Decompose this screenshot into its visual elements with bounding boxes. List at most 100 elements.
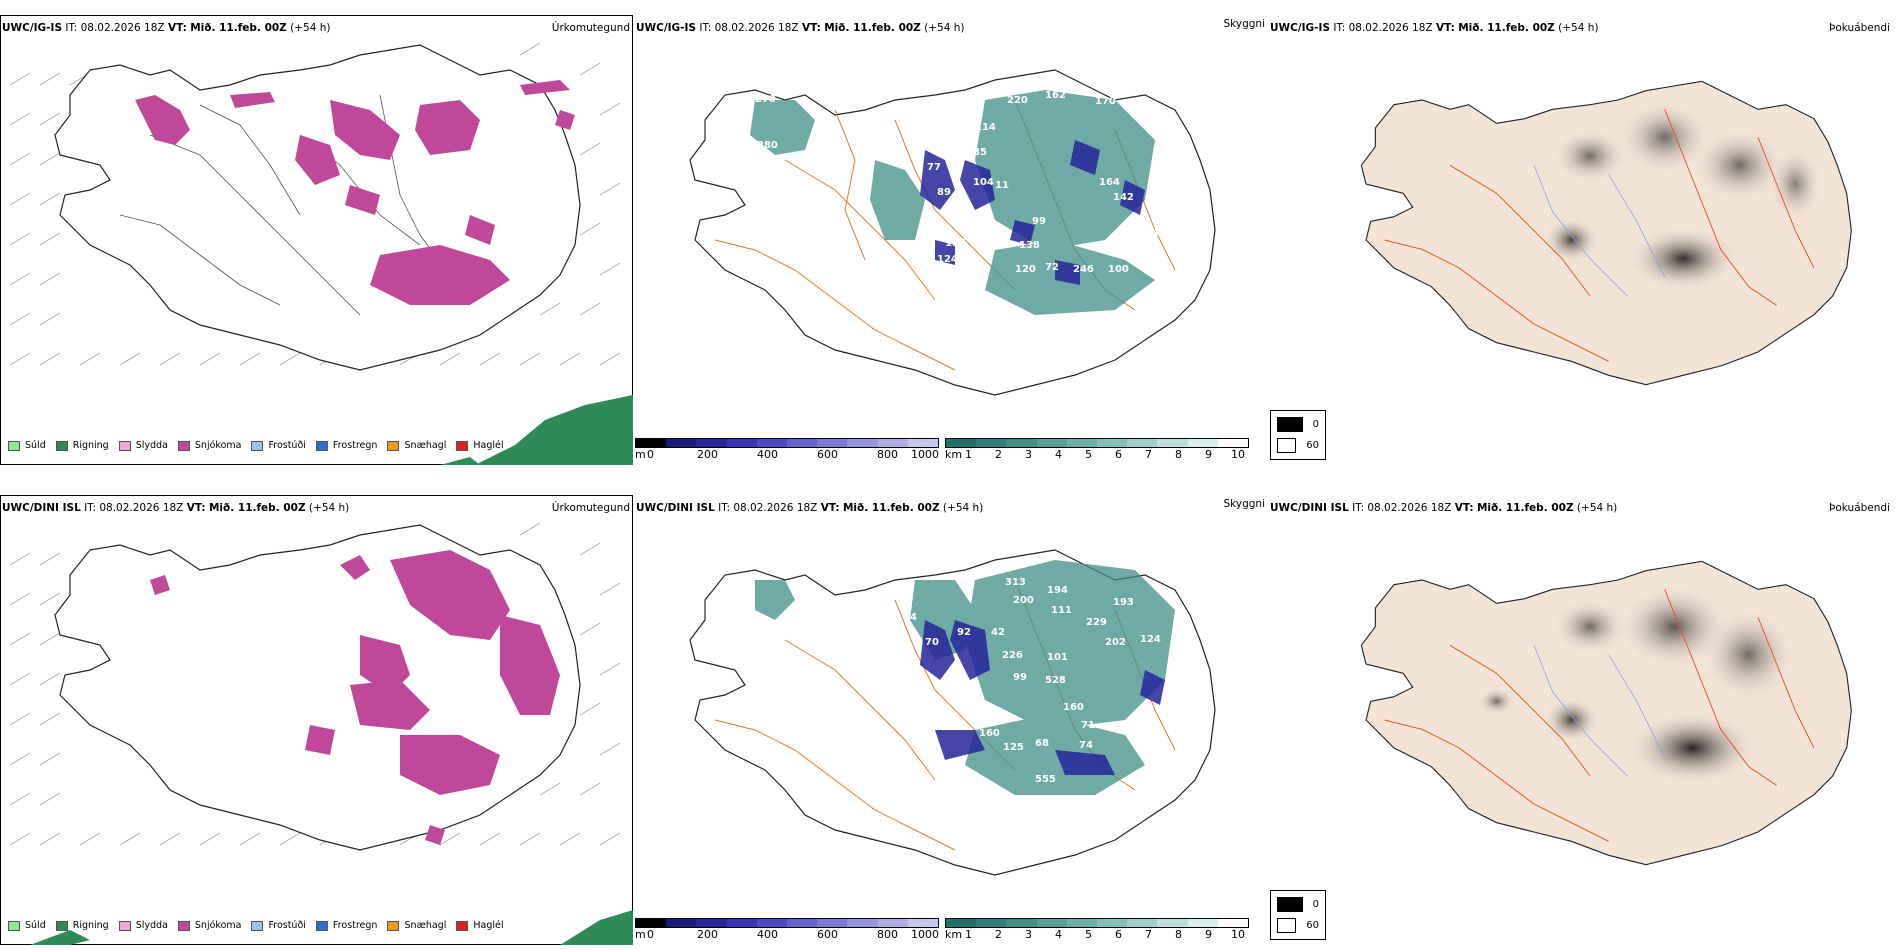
ceiling-value: 72 — [1045, 262, 1059, 273]
vis-tick: 8 — [1175, 448, 1182, 461]
legend-swatch — [55, 920, 68, 931]
ceiling-value: 68 — [1035, 738, 1049, 749]
valid-time: Mið. 11.feb. 00Z — [1476, 502, 1574, 514]
ceiling-value: 280 — [757, 140, 778, 151]
ceiling-tick: 400 — [757, 448, 778, 461]
fog-swatch — [1277, 438, 1297, 453]
iceland-map-fog — [1360, 80, 1852, 386]
ceiling-value: 193 — [1113, 597, 1134, 608]
legend-swatch — [55, 440, 68, 451]
ceiling-tick: 1000 — [911, 448, 939, 461]
ceiling-tick: 200 — [697, 448, 718, 461]
legend-item: Snjókoma — [177, 920, 241, 931]
valid-time: Mið. 11.feb. 00Z — [190, 22, 287, 34]
valid-time-label: VT: — [820, 502, 840, 514]
vis-tick: 4 — [1055, 928, 1062, 941]
init-time: IT: 08.02.2026 18Z — [699, 22, 799, 34]
ceiling-value: 120 — [1015, 264, 1036, 275]
ceiling-value: 246 — [1073, 264, 1094, 275]
panel-header: UWC/IG-IS IT: 08.02.2026 18Z VT: Mið. 11… — [1270, 22, 1599, 34]
panel-header: UWC/DINI ISL IT: 08.02.2026 18Z VT: Mið.… — [636, 502, 983, 514]
ceiling-value: 138 — [1019, 240, 1040, 251]
cloud-title: Skyggni — [1223, 498, 1266, 510]
legend-item: Slydda — [118, 920, 168, 931]
vis-tick: 6 — [1115, 448, 1122, 461]
precip-legend: Súld Rigning Slydda Snjókoma Frostúði Fr… — [8, 440, 514, 451]
ceiling-value: 124 — [1140, 634, 1161, 645]
fog-legend: 0 60 — [1270, 410, 1326, 460]
fog-swatch — [1277, 897, 1303, 912]
valid-time: Mið. 11.feb. 00Z — [208, 502, 306, 514]
legend-item: Haglél — [456, 920, 504, 931]
vis-unit: km — [945, 928, 963, 941]
legend-item: Rigning — [55, 920, 109, 931]
ceiling-value: 77 — [927, 162, 941, 173]
legend-swatch — [177, 440, 190, 451]
legend-swatch — [387, 920, 400, 931]
legend-item: Frostúði — [251, 440, 306, 451]
legend-swatch — [177, 920, 190, 931]
coastline — [54, 524, 581, 851]
ceiling-colorbar: m 0 200 400 600 800 1000 — [635, 438, 939, 461]
vis-tick: 2 — [995, 448, 1002, 461]
iceland-map-cloud: 84 70 92 42 226 99 101 528 200 313 194 1… — [689, 549, 1216, 876]
legend-item: Frostúði — [251, 920, 306, 931]
ceiling-value: 528 — [1045, 675, 1066, 686]
vis-tick: 6 — [1115, 928, 1122, 941]
vis-tick: 10 — [1231, 928, 1245, 941]
legend-swatch — [251, 440, 264, 451]
ceiling-value: 42 — [991, 627, 1005, 638]
ceiling-value: 104 — [973, 177, 994, 188]
legend-item: Frostregn — [315, 440, 377, 451]
lead-time: (+54 h) — [290, 22, 331, 34]
ceiling-value: 200 — [1013, 595, 1034, 606]
legend-item: Frostregn — [315, 920, 377, 931]
legend-item: Súld — [8, 920, 46, 931]
ceiling-value: 74 — [1079, 740, 1093, 751]
legend-swatch — [315, 440, 328, 451]
ceiling-tick: 800 — [877, 928, 898, 941]
model-name: UWC/IG-IS — [2, 22, 63, 34]
legend-item: Snjókoma — [177, 440, 241, 451]
ceiling-value: 99 — [1013, 672, 1027, 683]
valid-time-label: VT: — [186, 502, 206, 514]
ceiling-value: 555 — [1035, 774, 1056, 785]
valid-time-label: VT: — [1454, 502, 1474, 514]
lead-time: (+54 h) — [1576, 502, 1618, 514]
ceiling-value: 125 — [1003, 742, 1024, 753]
valid-time-label: VT: — [801, 22, 821, 34]
cloud-title: Skyggni — [1223, 18, 1266, 30]
ceiling-colorbar: m 0 200 400 600 800 1000 — [635, 918, 939, 941]
fog-swatch — [1277, 417, 1303, 432]
precip-title: Úrkomutegund — [551, 502, 630, 514]
legend-swatch — [8, 440, 20, 451]
ceiling-values: 84 70 92 42 226 99 101 528 200 313 194 1… — [889, 577, 1161, 785]
cloud-panel-bottom: UWC/DINI ISL IT: 08.02.2026 18Z VT: Mið.… — [635, 480, 1270, 950]
legend-swatch — [387, 440, 400, 451]
vis-unit: km — [945, 448, 963, 461]
ceiling-value: 170 — [1095, 96, 1116, 107]
map-frame — [0, 15, 633, 465]
legend-swatch — [315, 920, 328, 931]
ceiling-value: 270 — [755, 94, 776, 105]
legend-item: Slydda — [118, 440, 168, 451]
ceiling-value: 20 — [1165, 192, 1179, 203]
ceiling-values: 270 280 181 77 78 89 85 114 220 162 170 … — [755, 90, 1179, 275]
ceiling-value: 70 — [925, 637, 939, 648]
iceland-map-precip — [9, 42, 633, 465]
panel-header: UWC/DINI ISL IT: 08.02.2026 18Z VT: Mið.… — [1270, 502, 1617, 514]
ceiling-value: 101 — [1047, 652, 1068, 663]
ceiling-value: 89 — [937, 187, 951, 198]
fog-panel-bottom: UWC/DINI ISL IT: 08.02.2026 18Z VT: Mið.… — [1270, 480, 1900, 950]
vis-tick: 1 — [965, 448, 972, 461]
vis-tick: 10 — [1231, 448, 1245, 461]
init-time: IT: 08.02.2026 18Z — [718, 502, 818, 514]
vis-tick: 5 — [1085, 928, 1092, 941]
legend-swatch — [118, 440, 131, 451]
visibility-colorbar: km 1 2 3 4 5 6 7 8 9 10 — [945, 918, 1249, 941]
ceiling-tick: 200 — [697, 928, 718, 941]
panel-header: UWC/IG-IS IT: 08.02.2026 18Z VT: Mið. 11… — [636, 22, 965, 34]
legend-item: Snæhagl — [387, 920, 446, 931]
valid-time-label: VT: — [1435, 22, 1455, 34]
valid-time: Mið. 11.feb. 00Z — [842, 502, 940, 514]
